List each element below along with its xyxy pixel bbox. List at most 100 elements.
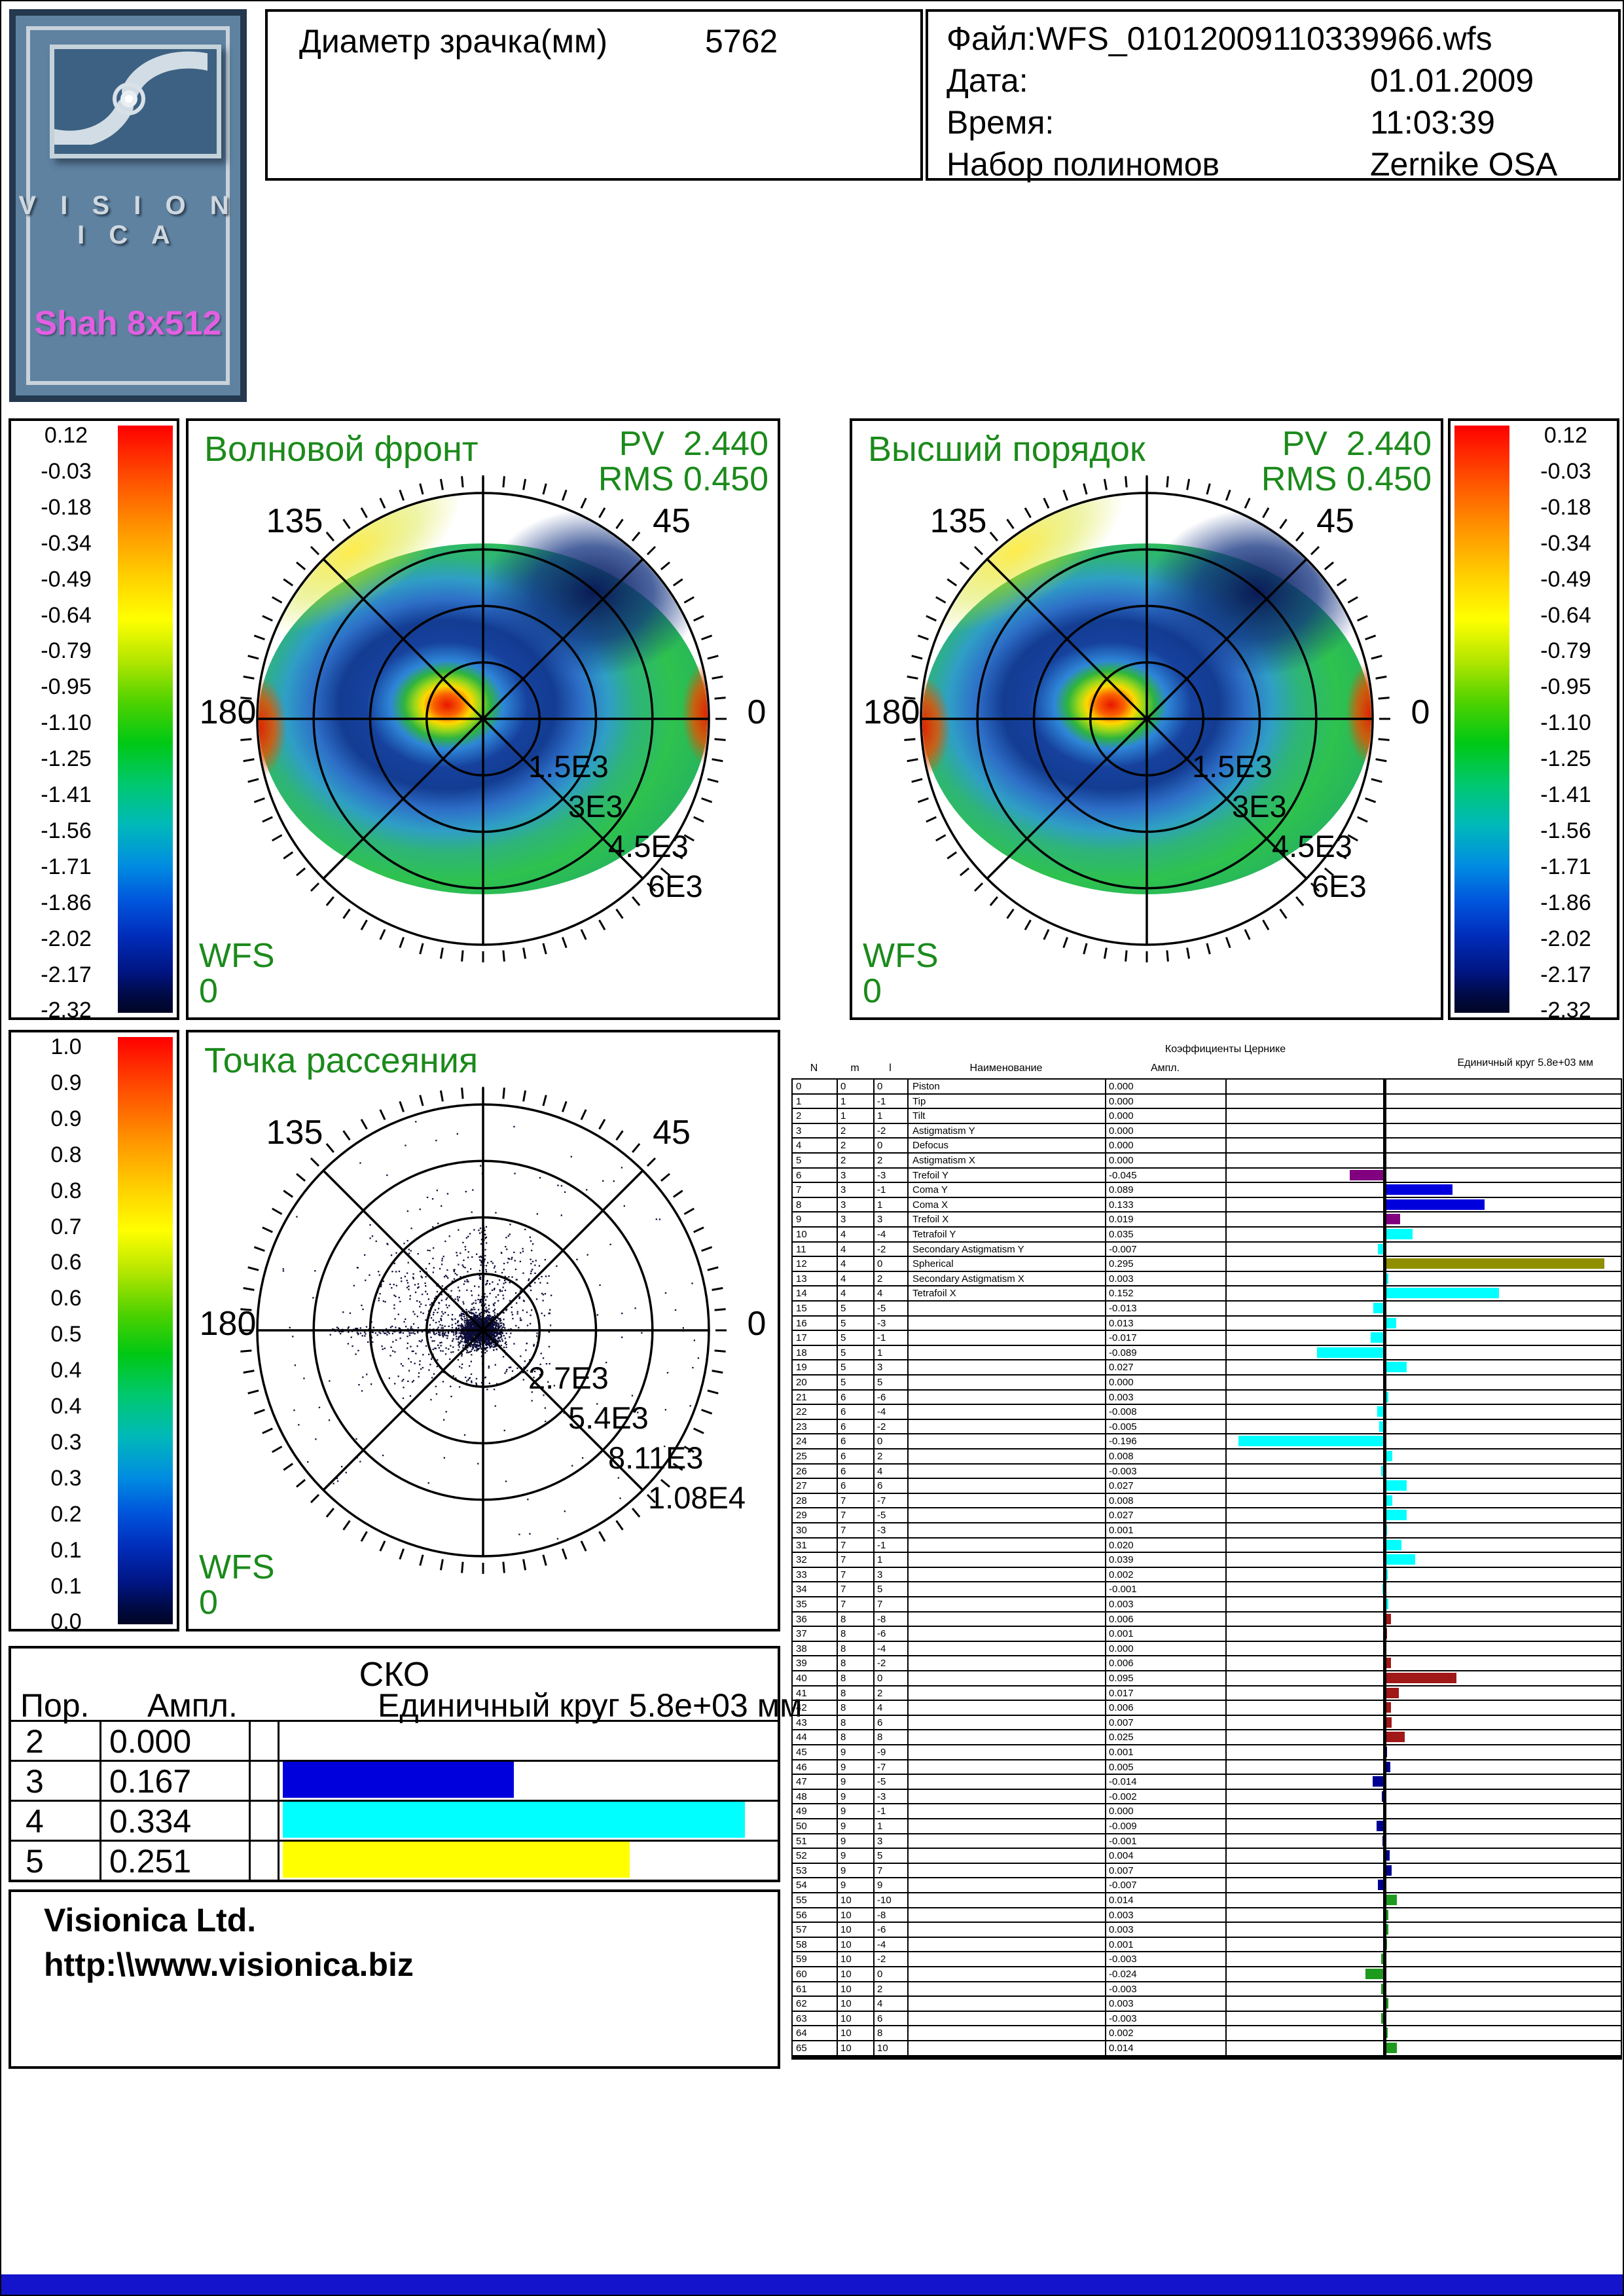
visionica-logo: V I S I O N I C A Shah 8x512: [9, 9, 247, 402]
zernike-cell: 28: [796, 1495, 807, 1506]
zernike-cell: -3: [877, 1525, 886, 1536]
zernike-cell: 21: [796, 1392, 807, 1403]
zernike-cell: 9: [840, 1776, 846, 1787]
zernike-cell: 47: [796, 1776, 807, 1787]
colorbar-tick-label: 0.9: [50, 1106, 82, 1131]
logo-model-text: Shah 8x512: [34, 304, 222, 342]
zernike-cell: -2: [877, 1421, 886, 1432]
zernike-cell: -10: [877, 1895, 892, 1906]
svg-text:45: 45: [1316, 502, 1354, 540]
colorbar-tick-label: 0.3: [50, 1429, 82, 1455]
zernike-bar: [1386, 1924, 1388, 1935]
zernike-cell: 2: [840, 1125, 846, 1137]
zernike-bar: [1386, 1658, 1391, 1668]
svg-text:180: 180: [200, 1305, 257, 1343]
zernike-cell: 45: [796, 1747, 807, 1758]
sko-col-order: Пор.: [20, 1687, 90, 1724]
zernike-cell: 36: [796, 1614, 807, 1625]
zernike-bar: [1386, 1362, 1407, 1372]
sko-row-order: 4: [26, 1803, 44, 1840]
zernike-cell: 32: [796, 1554, 807, 1565]
zernike-cell: 2: [877, 1273, 883, 1285]
zernike-cell: 5: [877, 1850, 883, 1861]
zernike-cell: 0.025: [1109, 1732, 1134, 1743]
zernike-cell: -0.196: [1109, 1436, 1137, 1447]
svg-text:6E3: 6E3: [648, 869, 703, 903]
zernike-cell: 3: [840, 1184, 846, 1195]
zernike-bar: [1238, 1436, 1383, 1446]
svg-text:4.5E3: 4.5E3: [608, 829, 689, 864]
zernike-cell: 52: [796, 1850, 807, 1861]
zernike-cell: 15: [796, 1303, 807, 1314]
zernike-bar: [1371, 1332, 1383, 1343]
zernike-cell: 42: [796, 1702, 807, 1713]
zernike-cell: 34: [796, 1584, 807, 1595]
zernike-cell: 59: [796, 1954, 807, 1965]
colorbar-tick-label: -0.49: [1540, 566, 1591, 592]
zernike-cell: 0.000: [1109, 1155, 1134, 1166]
zernike-cell: 10: [840, 1939, 852, 1950]
zernike-cell: 8: [840, 1702, 846, 1713]
zernike-cell: 48: [796, 1791, 807, 1802]
pupil-diameter-label: Диаметр зрачка(мм): [299, 23, 608, 60]
zernike-cell: 0.001: [1109, 1525, 1134, 1536]
zernike-cell: 27: [796, 1480, 807, 1491]
zernike-cell: 14: [796, 1288, 807, 1299]
zernike-bar: [1386, 1392, 1388, 1402]
zernike-bar: [1373, 1303, 1383, 1313]
zernike-cell: 6: [840, 1436, 846, 1447]
colorbar-tick-label: -1.71: [41, 854, 92, 879]
sko-row-order: 2: [26, 1723, 44, 1760]
zernike-bar: [1386, 1318, 1396, 1328]
zernike-cell: 55: [796, 1895, 807, 1906]
sko-bar: [283, 1842, 630, 1878]
zernike-cell: 46: [796, 1762, 807, 1773]
spot-wfs-label: WFS 0: [199, 1548, 275, 1622]
zernike-cell: 0.002: [1109, 2028, 1134, 2039]
zernike-cell: 3: [840, 1199, 846, 1211]
zernike-cell: 8: [840, 1614, 846, 1625]
zernike-cell: Trefoil X: [912, 1214, 949, 1225]
zernike-bar: [1382, 1836, 1383, 1846]
zernike-cell: Astigmatism Y: [912, 1125, 975, 1137]
svg-text:1.08E4: 1.08E4: [648, 1480, 746, 1515]
colorbar-tick-label: -1.71: [1540, 854, 1591, 879]
zernike-cell: 0: [877, 1969, 883, 1980]
zernike-cell: 7: [840, 1540, 846, 1551]
svg-text:0: 0: [748, 1305, 767, 1343]
zernike-cell: 3: [877, 1836, 883, 1847]
colorbar-tick-label: -2.02: [1540, 926, 1591, 951]
colorbar-tick-label: -0.95: [1540, 674, 1591, 700]
zernike-bar: [1377, 1406, 1383, 1417]
zernike-bar: [1386, 1732, 1405, 1742]
company-url: http:\\www.visionica.biz: [44, 1946, 414, 1983]
zernike-cell: 7: [877, 1865, 883, 1876]
zernike-cell: -0.001: [1109, 1836, 1137, 1847]
svg-text:45: 45: [653, 1114, 691, 1152]
zernike-cell: 5: [840, 1347, 846, 1358]
colorbar-tick-label: -0.79: [1540, 638, 1591, 664]
zernike-cell: 35: [796, 1599, 807, 1610]
zernike-cell: -6: [877, 1628, 886, 1639]
zernike-bar: [1386, 1865, 1392, 1876]
company-panel: Visionica Ltd. http:\\www.visionica.biz: [9, 1889, 780, 2069]
zernike-cell: 0.006: [1109, 1614, 1134, 1625]
zernike-cell: 54: [796, 1880, 807, 1891]
zernike-bar: [1386, 1273, 1388, 1284]
zernike-cell: 9: [840, 1821, 846, 1832]
zernike-cell: -1: [877, 1184, 886, 1195]
zernike-cell: 0.000: [1109, 1096, 1134, 1107]
svg-text:3E3: 3E3: [568, 789, 623, 824]
zernike-cell: 10: [840, 1998, 852, 2009]
zernike-cell: 43: [796, 1717, 807, 1728]
zernike-cell: 0.004: [1109, 1850, 1134, 1861]
zernike-cell: 29: [796, 1510, 807, 1521]
zernike-cell: 18: [796, 1347, 807, 1358]
colorbar-tick-label: -2.32: [41, 998, 92, 1023]
zernike-cell: -0.024: [1109, 1969, 1137, 1980]
zernike-cell: 0.039: [1109, 1554, 1134, 1565]
zernike-cell: 7: [877, 1599, 883, 1610]
colorbar-tick-label: -0.18: [41, 494, 92, 520]
zernike-cell: 12: [796, 1258, 807, 1269]
